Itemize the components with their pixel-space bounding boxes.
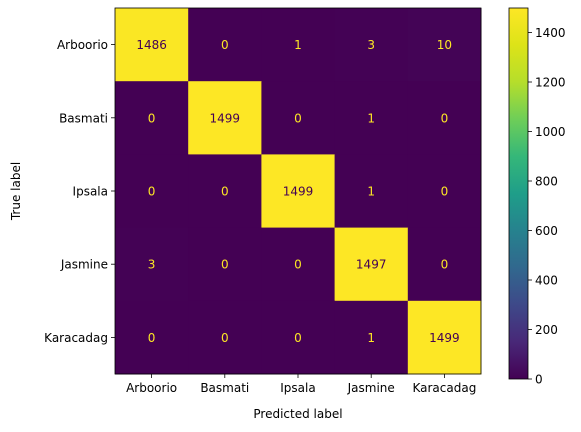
matrix-cell-value: 0 (221, 185, 229, 199)
matrix-cell (188, 300, 262, 375)
matrix-cell (188, 8, 262, 82)
matrix-cell (407, 8, 482, 82)
matrix-cell (334, 227, 409, 302)
x-tick-label: Karacadag (412, 381, 476, 395)
matrix-cell-value: 1499 (210, 111, 241, 125)
colorbar (508, 7, 529, 380)
y-tick-label: Basmati (59, 111, 108, 125)
matrix-cell-value: 1486 (136, 38, 167, 52)
matrix-cell (188, 154, 262, 229)
matrix-cell (261, 227, 336, 302)
colorbar-tick-label: 200 (535, 323, 558, 337)
matrix-cell (188, 81, 262, 155)
matrix-cell (188, 227, 262, 302)
matrix-cell (115, 154, 189, 229)
colorbar-ticks: 0 200 400 600 800 1000 1200 1400 (528, 26, 566, 387)
matrix-cell-value: 0 (294, 331, 302, 345)
colorbar-tick-label: 1400 (535, 26, 566, 40)
x-tick-label: Jasmine (347, 381, 395, 395)
x-tick-label: Basmati (200, 381, 249, 395)
matrix-cell-value: 3 (148, 258, 156, 272)
matrix-cell (115, 81, 189, 155)
matrix-cell-value: 0 (221, 258, 229, 272)
matrix-cells (115, 8, 482, 375)
y-tick-label: Arboorio (57, 38, 108, 52)
matrix-cell-value: 0 (148, 111, 156, 125)
matrix-cell-value: 0 (441, 185, 449, 199)
matrix-cell-value: 0 (441, 111, 449, 125)
matrix-cell (261, 300, 336, 375)
matrix-cell-value: 1 (367, 331, 375, 345)
matrix-cell (334, 300, 409, 375)
matrix-cell (407, 81, 482, 155)
matrix-cell (334, 81, 409, 155)
matrix-cell-value: 0 (148, 185, 156, 199)
matrix-cell-value: 0 (148, 331, 156, 345)
matrix-cell-value: 1497 (356, 258, 387, 272)
colorbar-tick-label: 0 (535, 373, 543, 387)
matrix-cell-value: 1 (367, 111, 375, 125)
y-axis-ticks: Arboorio Basmati Ipsala Jasmine Karacadag (44, 38, 115, 345)
x-tick-label: Ipsala (280, 381, 315, 395)
matrix-cell-value: 0 (441, 258, 449, 272)
matrix-cell-value: 1499 (283, 185, 314, 199)
matrix-cell-value: 3 (367, 38, 375, 52)
x-axis-ticks: Arboorio Basmati Ipsala Jasmine Karacadag (126, 374, 476, 395)
matrix-cell (334, 8, 409, 82)
colorbar-tick-label: 1000 (535, 125, 566, 139)
matrix-cell-value: 0 (221, 331, 229, 345)
matrix-cell (407, 154, 482, 229)
matrix-cell-labels: 1486 0 1 3 100 1499 0 1 00 0 1499 1 03 0 0 1497 00 0 0 1 149… (136, 38, 459, 345)
matrix-cell (407, 227, 482, 302)
matrix-cell-value: 1 (367, 185, 375, 199)
colorbar-tick-label: 600 (535, 224, 558, 238)
x-axis-label: Predicted label (253, 407, 342, 421)
matrix-cell (115, 300, 189, 375)
y-tick-label: Karacadag (44, 331, 108, 345)
matrix-cell-value: 1 (294, 38, 302, 52)
matrix-cell-value: 10 (437, 38, 452, 52)
y-axis-label: True label (9, 162, 23, 221)
colorbar-tick-label: 400 (535, 274, 558, 288)
matrix-cell-value: 1499 (429, 331, 460, 345)
y-tick-label: Jasmine (60, 258, 108, 272)
matrix-cell-value: 0 (294, 258, 302, 272)
colorbar-tick-label: 800 (535, 175, 558, 189)
matrix-cell (115, 8, 189, 82)
matrix-cell (115, 227, 189, 302)
y-tick-label: Ipsala (73, 185, 108, 199)
colorbar-tick-label: 1200 (535, 76, 566, 90)
x-tick-label: Arboorio (126, 381, 177, 395)
matrix-cell (334, 154, 409, 229)
matrix-cell-value: 0 (221, 38, 229, 52)
matrix-cell-value: 0 (294, 111, 302, 125)
matrix-cell (261, 8, 336, 82)
matrix-cell (261, 154, 336, 229)
matrix-cell (407, 300, 482, 375)
matrix-cell (261, 81, 336, 155)
